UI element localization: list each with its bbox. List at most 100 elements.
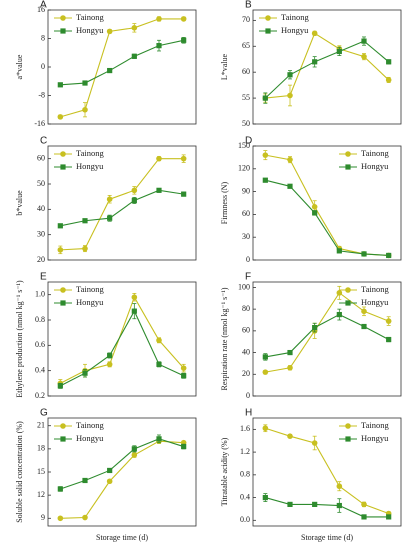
- data-point: [107, 352, 113, 359]
- legend-label: Hongyu: [361, 297, 389, 307]
- data-point: [311, 30, 318, 37]
- y-tick-label: 100: [238, 282, 250, 291]
- legend-label: Tainong: [361, 148, 389, 158]
- data-point: [262, 152, 269, 158]
- data-point: [287, 156, 293, 163]
- panel: G 9 12 15 18 21 Soluble solid concentration (%…: [15, 408, 197, 542]
- y-tick-label: 60: [242, 326, 250, 335]
- data-point: [181, 443, 187, 450]
- y-tick-label: 50: [37, 179, 45, 188]
- legend-marker: [345, 423, 351, 429]
- series-line: [265, 497, 389, 518]
- legend-marker: [60, 164, 66, 170]
- data-point: [262, 369, 269, 375]
- legend-label: Hongyu: [281, 25, 309, 35]
- data-point: [386, 59, 392, 65]
- data-point: [336, 483, 343, 490]
- y-tick-label: 60: [242, 209, 250, 218]
- y-tick-label: 150: [238, 141, 250, 150]
- series-line: [60, 189, 184, 227]
- panel: C 20 30 40 50 60 b*value Tainong Hongyu: [15, 136, 197, 264]
- y-tick-label: -8: [38, 90, 45, 99]
- legend-label: Hongyu: [361, 161, 389, 171]
- series-line: [265, 313, 389, 358]
- y-axis-label: Respiration rate (nmol kg⁻¹ s⁻¹): [220, 287, 229, 390]
- y-tick-label: 120: [238, 164, 250, 173]
- y-tick-label: 0.6: [35, 340, 45, 349]
- panel: B 50 55 60 65 70 L*value Tainong Hongyu: [220, 0, 402, 128]
- data-point: [180, 365, 187, 371]
- y-tick-label: 60: [242, 67, 250, 76]
- data-point: [82, 514, 88, 521]
- y-tick-label: 12: [37, 490, 45, 499]
- y-tick-label: 1.6: [240, 424, 250, 433]
- legend-label: Tainong: [76, 148, 104, 158]
- legend-marker: [345, 287, 351, 293]
- series-line: [60, 309, 184, 387]
- panel: A -16 -8 0 8 16 a*value Tainong Hongyu: [15, 0, 197, 128]
- data-point: [311, 204, 318, 210]
- data-point: [131, 197, 137, 204]
- series-line: [60, 39, 184, 86]
- legend-label: Hongyu: [361, 433, 389, 443]
- data-point: [361, 53, 367, 60]
- series-line: [264, 40, 390, 99]
- panel: E 0.2 0.4 0.6 0.8 1.0 Ethylene production (nmo…: [15, 272, 197, 400]
- legend-label: Hongyu: [76, 433, 104, 443]
- legend-marker: [265, 15, 271, 21]
- y-tick-label: 20: [242, 369, 250, 378]
- data-point: [156, 43, 162, 49]
- panel-title: C: [40, 136, 47, 147]
- data-point: [156, 361, 162, 367]
- data-point: [262, 177, 268, 183]
- y-tick-label: 50: [242, 119, 250, 128]
- data-point: [312, 210, 318, 216]
- panel: F 0 20 40 60 80 100 Respiration rate (nmol kg⁻¹…: [220, 272, 402, 400]
- y-axis-label: Soluble solid concentration (%): [15, 421, 24, 523]
- data-point: [287, 183, 293, 189]
- data-point: [131, 53, 137, 59]
- data-point: [106, 28, 113, 35]
- y-tick-label: 80: [242, 304, 250, 313]
- data-point: [336, 290, 343, 296]
- data-point: [312, 325, 318, 331]
- y-tick-label: 21: [37, 421, 45, 430]
- panel-title: F: [245, 272, 251, 283]
- plot-frame: [47, 145, 197, 261]
- legend-marker: [60, 28, 66, 34]
- data-point: [287, 364, 293, 371]
- data-point: [106, 196, 113, 202]
- plot-frame: [252, 417, 402, 527]
- legend-marker: [345, 151, 351, 157]
- data-point: [131, 446, 137, 452]
- data-point: [262, 354, 268, 360]
- data-point: [57, 486, 63, 492]
- data-point: [361, 323, 367, 330]
- legend-marker: [265, 28, 271, 34]
- series-line: [265, 32, 390, 99]
- plot-frame: [47, 417, 197, 527]
- y-tick-label: 15: [37, 467, 45, 476]
- y-tick-label: 0.4: [35, 365, 45, 374]
- data-point: [385, 77, 392, 83]
- panel-title: B: [245, 0, 252, 11]
- legend-label: Tainong: [361, 284, 389, 294]
- data-point: [386, 336, 392, 343]
- legend-marker: [345, 164, 351, 170]
- y-tick-label: 16: [37, 5, 45, 14]
- data-point: [82, 370, 88, 376]
- panel-title: D: [245, 136, 252, 147]
- y-tick-label: 1.2: [240, 447, 250, 456]
- legend-label: Tainong: [76, 12, 104, 22]
- data-point: [106, 361, 113, 368]
- data-point: [262, 494, 268, 501]
- data-point: [181, 37, 187, 43]
- y-tick-label: 0.2: [35, 391, 45, 400]
- y-tick-label: 0.8: [240, 470, 250, 479]
- data-point: [262, 95, 268, 101]
- data-point: [336, 311, 342, 318]
- y-axis-label: Firmness (N): [220, 181, 229, 224]
- x-axis-label: Storage time (d): [301, 533, 353, 542]
- data-point: [57, 82, 63, 88]
- legend-label: Hongyu: [76, 297, 104, 307]
